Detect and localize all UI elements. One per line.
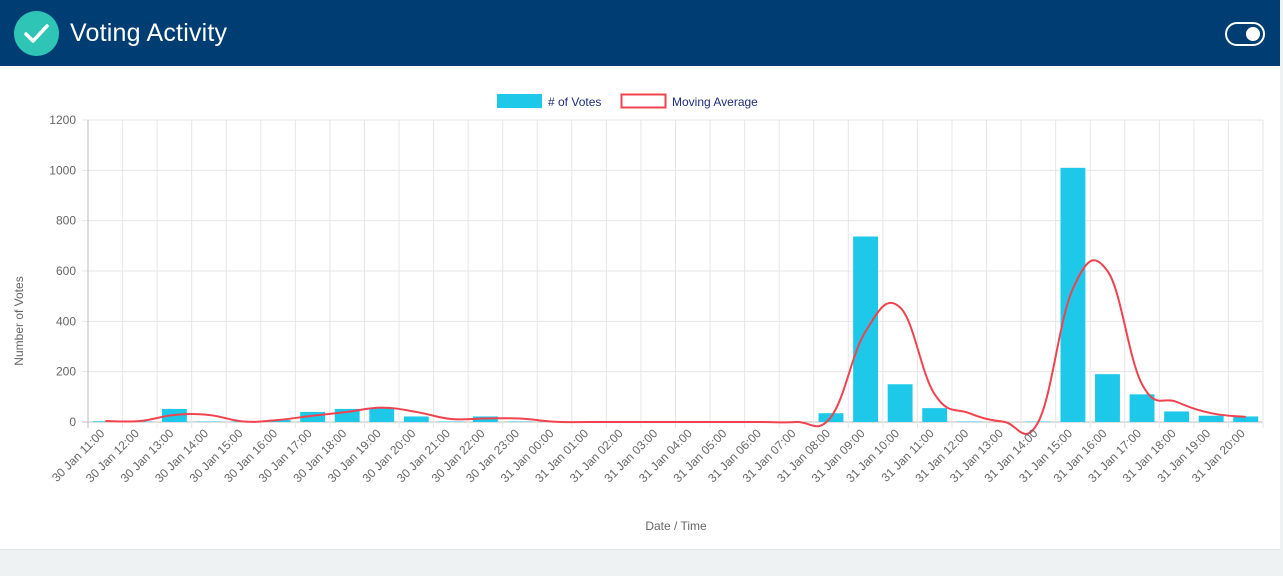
- header-bar: Voting Activity: [0, 0, 1280, 66]
- legend-swatch-votes[interactable]: [497, 94, 542, 108]
- grid: [82, 119, 1264, 428]
- bar[interactable]: [196, 421, 222, 422]
- bar[interactable]: [922, 408, 948, 422]
- bar[interactable]: [507, 421, 533, 422]
- toggle-knob: [1246, 27, 1260, 41]
- chart-card: 0 200 400 600 800 1000 1200 30 Jan 11:00 30 Jan …: [0, 66, 1280, 550]
- lines: [105, 259, 1246, 435]
- moving-average-line[interactable]: [105, 259, 1246, 435]
- bar[interactable]: [300, 411, 326, 422]
- y-tick-label: 1000: [49, 163, 76, 177]
- bar[interactable]: [853, 236, 879, 422]
- x-axis-title: Date / Time: [645, 519, 707, 533]
- y-tick-label: 200: [56, 365, 76, 379]
- bar[interactable]: [265, 419, 291, 422]
- bar[interactable]: [369, 407, 395, 422]
- check-badge: [14, 11, 59, 56]
- y-tick-label: 600: [56, 264, 76, 278]
- bar[interactable]: [1164, 411, 1190, 422]
- bar[interactable]: [887, 384, 913, 422]
- bar[interactable]: [438, 421, 464, 422]
- y-tick-label: 1200: [49, 113, 76, 127]
- legend-label-moving-average[interactable]: Moving Average: [672, 95, 758, 109]
- bar[interactable]: [956, 421, 982, 422]
- bar[interactable]: [1060, 167, 1086, 422]
- bar[interactable]: [403, 416, 429, 422]
- check-icon: [24, 24, 49, 43]
- bar[interactable]: [1095, 374, 1120, 422]
- y-tick-label: 0: [69, 415, 76, 429]
- legend-label-votes[interactable]: # of Votes: [548, 95, 601, 109]
- bar[interactable]: [1198, 415, 1224, 422]
- y-axis-title: Number of Votes: [12, 276, 26, 365]
- y-tick-label: 800: [56, 214, 76, 228]
- bar[interactable]: [1129, 394, 1155, 422]
- legend-swatch-moving-average[interactable]: [620, 93, 667, 109]
- legend: # of Votes Moving Average: [497, 93, 758, 109]
- toggle-switch-icon[interactable]: [1225, 22, 1265, 46]
- page-title: Voting Activity: [70, 19, 228, 47]
- bar[interactable]: [1233, 416, 1259, 422]
- y-tick-label: 400: [56, 314, 76, 328]
